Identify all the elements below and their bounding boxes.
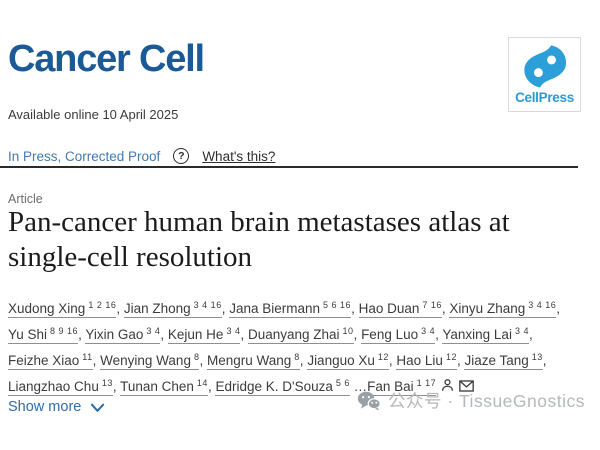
author-link[interactable]: Hao Duan 7 16	[358, 300, 442, 318]
author-link[interactable]: Jian Zhong 3 4 16	[123, 300, 222, 318]
author-link[interactable]: Wenying Wang 8	[100, 352, 200, 370]
author-link[interactable]: Tunan Chen 14	[120, 378, 208, 396]
watermark: 公众号 · TissueGnostics	[357, 388, 585, 413]
chevron-down-icon	[90, 401, 105, 413]
author-link[interactable]: Xudong Xing 1 2 16	[8, 300, 117, 318]
author-list: Xudong Xing 1 2 16, Jian Zhong 3 4 16, J…	[8, 300, 561, 396]
help-question-icon[interactable]: ?	[173, 148, 190, 164]
whats-this-link[interactable]: What's this?	[202, 148, 276, 164]
author-link[interactable]: Yixin Gao 3 4	[85, 326, 161, 344]
author-link[interactable]: Feizhe Xiao 11	[8, 352, 93, 370]
author-link[interactable]: Mengru Wang 8	[206, 352, 300, 370]
author-link[interactable]: Duanyang Zhai 10	[247, 326, 354, 344]
cellpress-logo-text: CellPress	[515, 90, 574, 105]
available-online-date: Available online 10 April 2025	[8, 107, 179, 122]
watermark-text: 公众号 · TissueGnostics	[387, 391, 585, 411]
author-link[interactable]: Yu Shi 8 9 16	[8, 326, 79, 344]
wechat-icon	[357, 391, 381, 411]
email-author-icon[interactable]	[459, 380, 475, 392]
publication-status: In Press, Corrected Proof	[8, 148, 161, 164]
divider	[0, 166, 578, 168]
author-link[interactable]: Jiaze Tang 13	[464, 352, 543, 370]
show-more-label: Show more	[8, 399, 82, 415]
author-link[interactable]: Liangzhao Chu 13	[8, 378, 113, 396]
author-link[interactable]: Edridge K. D'Souza 5 6	[215, 378, 350, 396]
author-link[interactable]: Yanxing Lai 3 4	[442, 326, 529, 344]
article-title: Pan-cancer human brain metastases atlas …	[8, 206, 510, 273]
author-link[interactable]: Hao Liu 12	[396, 352, 457, 370]
publication-status-row: In Press, Corrected Proof ? What's this?	[8, 148, 275, 164]
author-link[interactable]: Jana Biermann 5 6 16	[229, 300, 352, 318]
cellpress-logo[interactable]: CellPress	[508, 37, 581, 112]
author-link[interactable]: Kejun He 3 4	[167, 326, 241, 344]
author-link[interactable]: Fan Bai 1 17	[367, 378, 437, 396]
article-type-label: Article	[8, 192, 43, 206]
author-profile-icon[interactable]	[441, 378, 454, 392]
author-link[interactable]: Xinyu Zhang 3 4 16	[449, 300, 557, 318]
show-more-button[interactable]: Show more	[8, 399, 105, 415]
author-link[interactable]: Jianguo Xu 12	[307, 352, 389, 370]
author-link[interactable]: Feng Luo 3 4	[361, 326, 436, 344]
cellpress-swirl-icon	[522, 44, 567, 89]
journal-title-link[interactable]: Cancer Cell	[8, 38, 205, 80]
